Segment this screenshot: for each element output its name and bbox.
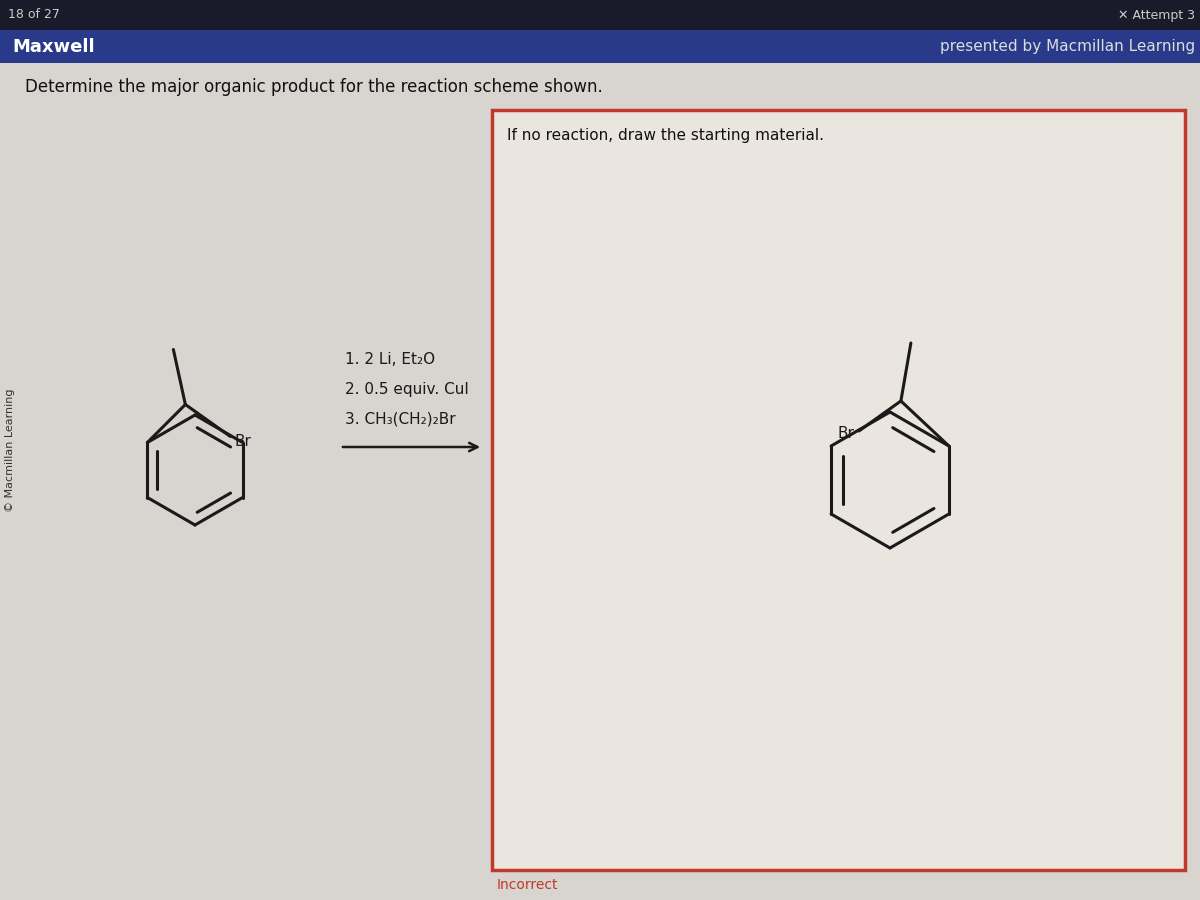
Text: 18 of 27: 18 of 27 [8, 8, 60, 22]
Text: 2. 0.5 equiv. CuI: 2. 0.5 equiv. CuI [346, 382, 469, 397]
Text: Maxwell: Maxwell [12, 38, 95, 56]
Text: Determine the major organic product for the reaction scheme shown.: Determine the major organic product for … [25, 78, 602, 96]
Text: If no reaction, draw the starting material.: If no reaction, draw the starting materi… [508, 128, 824, 143]
Text: ✕ Attempt 3: ✕ Attempt 3 [1118, 8, 1195, 22]
Text: © Macmillan Learning: © Macmillan Learning [5, 388, 16, 512]
Text: 1. 2 Li, Et₂O: 1. 2 Li, Et₂O [346, 352, 436, 367]
Text: Incorrect: Incorrect [497, 878, 558, 892]
Text: presented by Macmillan Learning: presented by Macmillan Learning [940, 40, 1195, 55]
Text: Br: Br [234, 435, 251, 449]
Text: Br: Br [838, 426, 854, 441]
Bar [0, 30, 1200, 63]
Bar [492, 110, 1186, 870]
Text: 3. CH₃(CH₂)₂Br: 3. CH₃(CH₂)₂Br [346, 412, 456, 427]
Bar [0, 0, 1200, 30]
